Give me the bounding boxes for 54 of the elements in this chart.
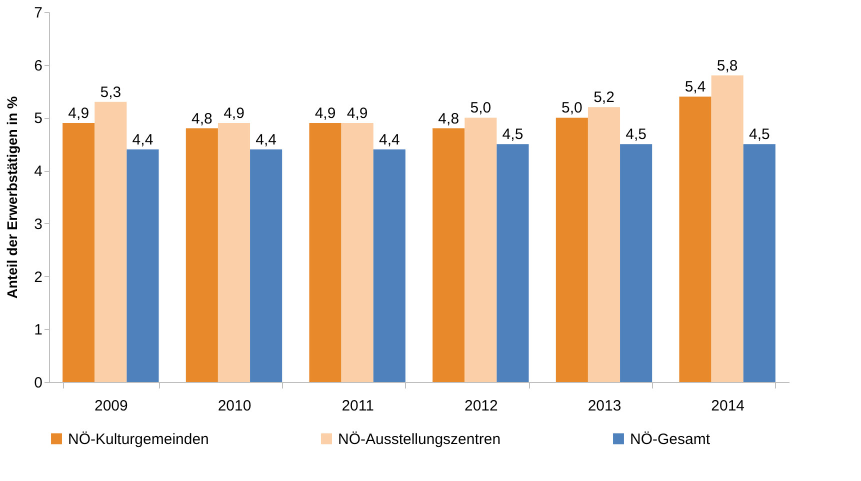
y-tick-label: 1 [34,322,42,339]
data-label: 4,4 [378,131,400,148]
data-label: 4,4 [132,131,154,148]
x-tick-label: 2013 [588,398,622,414]
data-label: 5,3 [100,84,122,101]
y-tick-label: 3 [34,216,42,233]
bar [588,107,620,382]
bar [432,128,465,382]
y-tick-label: 6 [34,57,42,74]
bar [186,128,218,382]
bar [94,102,127,382]
bar [679,96,712,382]
y-tick-label: 2 [34,268,42,286]
legend-label: NÖ-Kulturgemeinden [68,430,209,448]
data-label: 5,8 [716,57,738,74]
y-tick-label: 5 [34,110,42,128]
y-axis-title: Anteil der Erwerbstätigen in % [4,96,20,299]
bar [126,149,159,382]
y-tick-label: 0 [34,374,42,392]
bar [620,144,652,382]
bar [62,123,95,382]
data-label: 4,5 [626,126,646,144]
bar [309,123,342,382]
data-label: 4,8 [438,110,460,128]
data-label: 4,4 [256,131,276,148]
data-label: 5,0 [470,100,492,117]
bar [250,149,282,382]
bar [711,75,744,382]
data-label: 4,5 [748,126,770,144]
x-tick-label: 2012 [464,398,498,414]
legend-label: NÖ-Gesamt [630,430,711,448]
bar [341,123,374,382]
bar [373,149,406,382]
data-label: 4,9 [346,105,368,122]
data-label: 5,2 [594,89,614,106]
legend-label: NÖ-Ausstellungszentren [338,430,501,448]
bar [743,144,776,382]
y-tick-label: 7 [34,4,42,22]
data-label: 4,9 [224,105,244,122]
data-label: 4,8 [192,110,212,128]
x-tick-label: 2009 [94,398,128,414]
bar [496,144,529,382]
bar [464,118,497,382]
data-label: 4,9 [314,105,336,122]
data-label: 4,5 [502,126,524,144]
x-tick-label: 2014 [711,398,745,414]
x-tick-label: 2011 [342,398,374,414]
y-tick-label: 4 [34,163,42,180]
bar [556,118,588,382]
data-label: 5,0 [562,100,582,117]
data-label: 5,4 [684,78,706,96]
x-tick-label: 2010 [218,398,252,414]
bar [218,123,250,382]
data-label: 4,9 [68,105,90,122]
